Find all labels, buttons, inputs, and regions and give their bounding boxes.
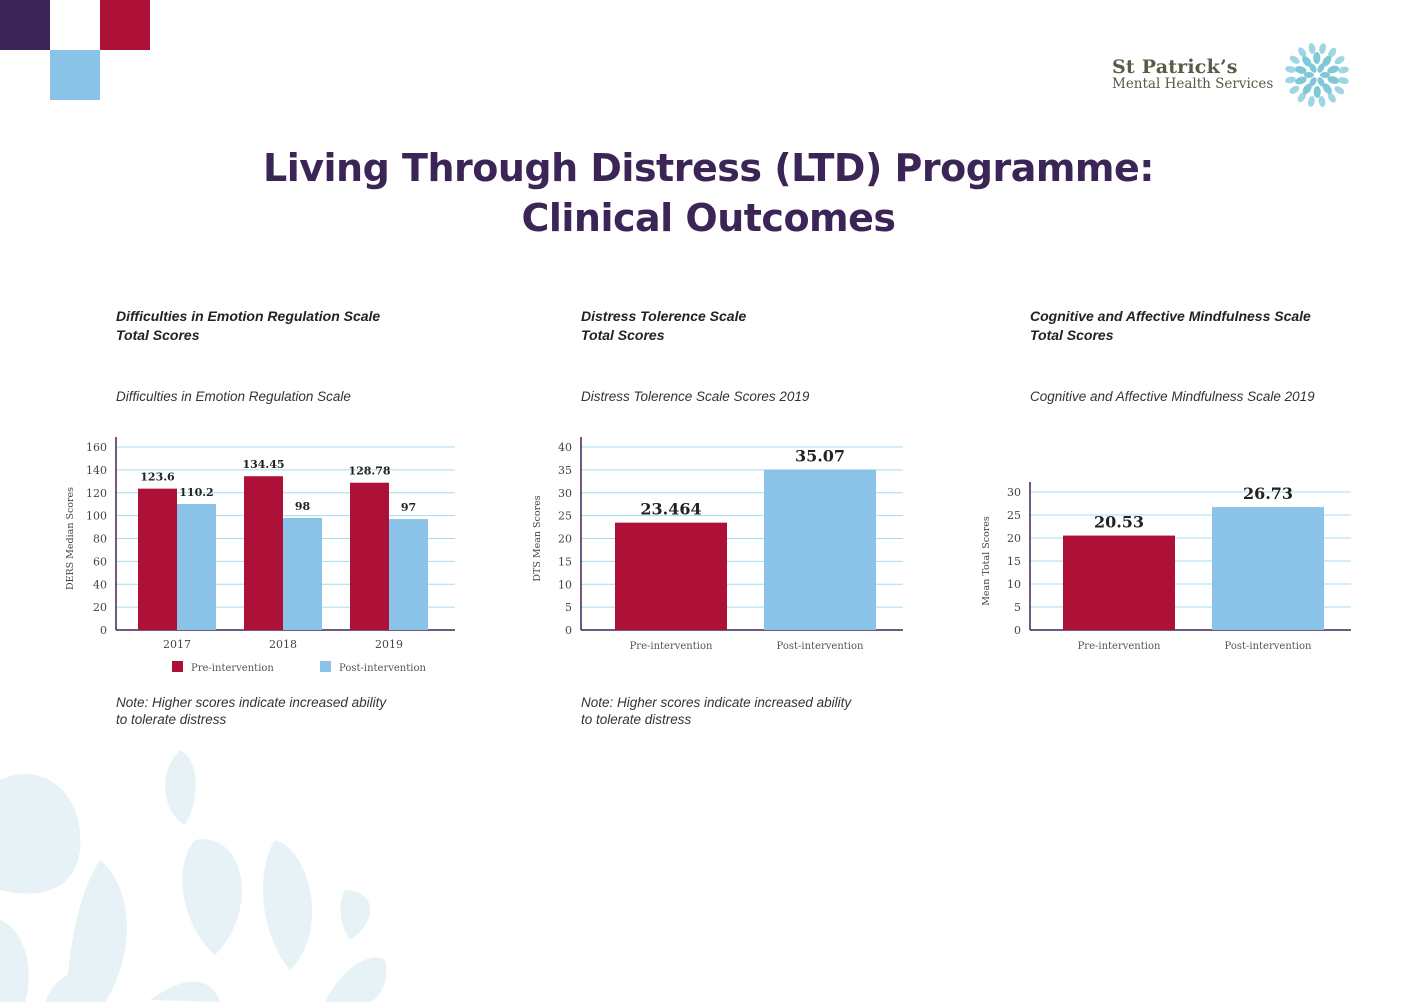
cams-chart-heading: Cognitive and Affective Mindfulness Scal…	[1030, 307, 1311, 345]
bar	[177, 503, 216, 630]
data-label: 98	[295, 500, 311, 513]
page-title-line2: Clinical Outcomes	[521, 196, 896, 240]
decorative-leaves	[0, 750, 387, 1002]
data-label: 128.78	[348, 465, 390, 478]
x-tick-label: 2017	[163, 638, 191, 651]
legend-swatch	[320, 661, 331, 672]
data-label: 20.53	[1094, 513, 1144, 532]
legend-label: Pre-intervention	[191, 663, 274, 674]
logo-name: St Patrick’s	[1112, 56, 1238, 78]
corner-square-purple	[0, 0, 50, 50]
x-tick-label: Pre-intervention	[630, 641, 713, 652]
data-label: 97	[401, 501, 416, 514]
cams-heading-line2: Total Scores	[1030, 327, 1114, 343]
bar	[1212, 507, 1324, 630]
bar	[283, 517, 322, 630]
y-tick-label: 30	[558, 487, 572, 500]
y-tick-label: 25	[558, 510, 572, 523]
ders-bar-chart: 0 20 40 60 80 100 120 140 160 DERS Median Scores 1…	[65, 437, 455, 674]
y-tick-label: 40	[93, 578, 107, 591]
flower-icon	[1285, 43, 1349, 107]
corner-square-red	[100, 0, 150, 50]
bar	[138, 488, 177, 630]
y-tick-label: 35	[558, 464, 572, 477]
y-tick-label: 25	[1007, 509, 1021, 522]
y-tick-label: 120	[86, 487, 107, 500]
y-tick-label: 10	[558, 578, 572, 591]
y-tick-label: 100	[86, 510, 107, 523]
y-tick-label: 80	[93, 533, 107, 546]
corner-square-blue	[50, 50, 100, 100]
x-tick-label: Pre-intervention	[1078, 641, 1161, 652]
cams-bar-chart: 0 5 10 15 20 25 30 Mean Total Scores 20.53 Pre-in…	[981, 482, 1351, 652]
logo-subtitle: Mental Health Services	[1112, 76, 1274, 92]
dts-note-line1: Note: Higher scores indicate increased a…	[581, 695, 852, 710]
ders-heading-line2: Total Scores	[116, 327, 200, 343]
ders-chart-subtitle: Difficulties in Emotion Regulation Scale	[116, 389, 351, 404]
y-tick-label: 160	[86, 441, 107, 454]
cams-chart-subtitle: Cognitive and Affective Mindfulness Scal…	[1030, 389, 1315, 404]
dts-chart-note: Note: Higher scores indicate increased a…	[581, 694, 851, 728]
y-tick-label: 20	[1007, 532, 1021, 545]
data-label: 123.6	[140, 471, 175, 484]
data-label: 23.464	[640, 500, 701, 519]
x-tick-label: 2018	[269, 638, 297, 651]
dts-chart-subtitle: Distress Tolerence Scale Scores 2019	[581, 389, 810, 404]
data-label: 110.2	[179, 486, 213, 499]
legend-label: Post-intervention	[339, 663, 426, 674]
y-tick-label: 5	[1014, 601, 1021, 614]
y-tick-label: 0	[1014, 624, 1021, 637]
ders-chart-heading: Difficulties in Emotion Regulation Scale…	[116, 307, 380, 345]
y-tick-label: 0	[565, 624, 572, 637]
dts-bar-chart: 0 5 10 15 20 25 30 35 40 DTS Mean Scores 23.464 Pre…	[532, 437, 903, 652]
bar	[764, 469, 876, 630]
data-label: 134.45	[242, 458, 284, 471]
y-tick-label: 140	[86, 464, 107, 477]
ders-heading-line1: Difficulties in Emotion Regulation Scale	[116, 308, 381, 324]
x-tick-label: Post-intervention	[777, 641, 864, 652]
y-tick-label: 10	[1007, 578, 1021, 591]
y-tick-label: 15	[1007, 555, 1021, 568]
cams-heading-line1: Cognitive and Affective Mindfulness Scal…	[1030, 308, 1311, 324]
ders-note-line1: Note: Higher scores indicate increased a…	[116, 695, 387, 710]
logo: St Patrick’s Mental Health Services	[1112, 40, 1362, 115]
dts-chart-heading: Distress Tolerence Scale Total Scores	[581, 307, 746, 345]
dts-heading-line2: Total Scores	[581, 327, 665, 343]
x-tick-label: Post-intervention	[1225, 641, 1312, 652]
dts-note-line2: to tolerate distress	[581, 712, 692, 727]
y-tick-label: 20	[93, 601, 107, 614]
y-tick-label: 60	[93, 555, 107, 568]
legend-swatch	[172, 661, 183, 672]
y-tick-label: 15	[558, 555, 572, 568]
dts-heading-line1: Distress Tolerence Scale	[581, 308, 747, 324]
y-axis-label: DERS Median Scores	[65, 487, 76, 590]
page-title-line1: Living Through Distress (LTD) Programme:	[263, 146, 1155, 190]
bar	[244, 476, 283, 630]
bar	[389, 519, 428, 630]
y-axis-label: DTS Mean Scores	[532, 495, 543, 581]
bar	[350, 482, 389, 630]
bar	[615, 522, 727, 630]
x-tick-label: 2019	[375, 638, 403, 651]
y-axis-label: Mean Total Scores	[981, 516, 992, 606]
y-tick-label: 20	[558, 533, 572, 546]
ders-note-line2: to tolerate distress	[116, 712, 227, 727]
y-tick-label: 40	[558, 441, 572, 454]
y-tick-label: 5	[565, 601, 572, 614]
bar	[1063, 535, 1175, 630]
ders-chart-note: Note: Higher scores indicate increased a…	[116, 694, 386, 728]
data-label: 26.73	[1243, 484, 1293, 503]
page-title: Living Through Distress (LTD) Programme:…	[0, 143, 1417, 243]
y-tick-label: 0	[100, 624, 107, 637]
y-tick-label: 30	[1007, 486, 1021, 499]
data-label: 35.07	[795, 447, 845, 466]
